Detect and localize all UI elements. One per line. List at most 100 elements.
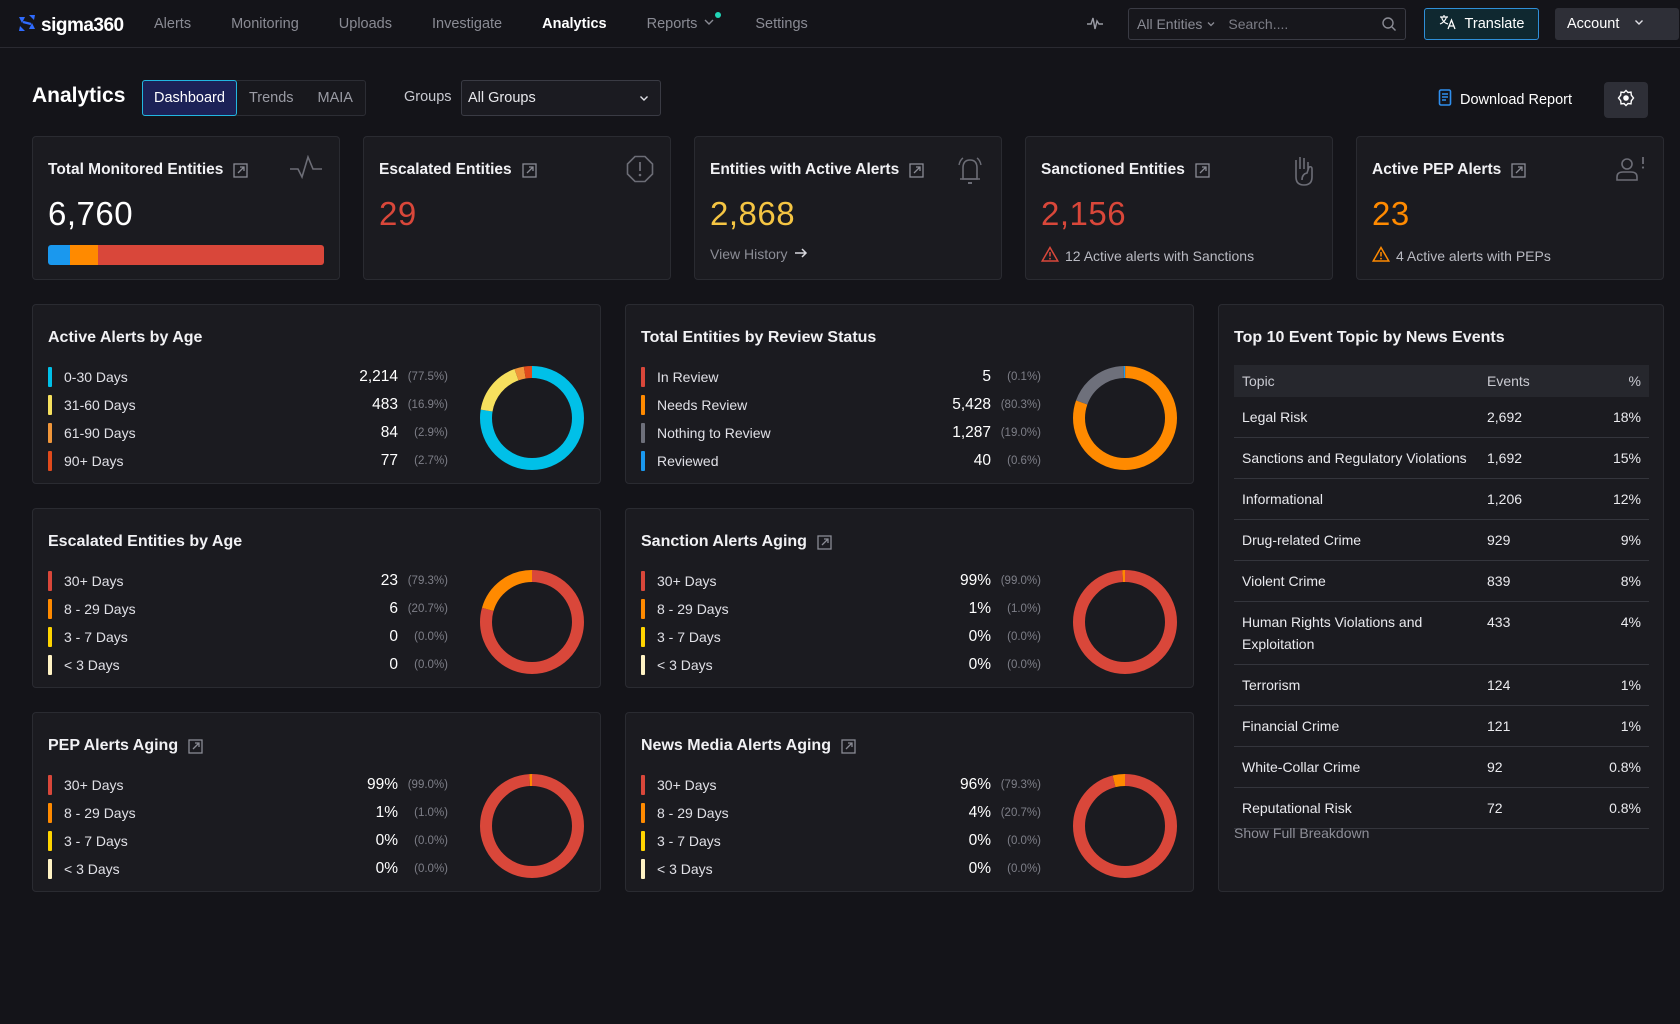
legend-item[interactable]: 3 - 7 Days 0% (0.0%): [641, 827, 1041, 855]
legend-item[interactable]: 0-30 Days 2,214 (77.5%): [48, 363, 448, 391]
legend-item[interactable]: 8 - 29 Days 1% (1.0%): [48, 799, 448, 827]
legend-label: 30+ Days: [64, 777, 124, 793]
legend-label: 30+ Days: [64, 573, 124, 589]
legend-item[interactable]: Needs Review 5,428 (80.3%): [641, 391, 1041, 419]
brand-logo[interactable]: sigma360: [16, 12, 124, 39]
nav-alerts[interactable]: Alerts: [154, 16, 191, 32]
search-input[interactable]: [1228, 16, 1379, 32]
external-link-icon[interactable]: [188, 738, 203, 754]
legend-swatch: [641, 627, 645, 647]
legend-item[interactable]: 61-90 Days 84 (2.9%): [48, 419, 448, 447]
external-link-icon[interactable]: [522, 162, 537, 178]
legend-item[interactable]: 31-60 Days 483 (16.9%): [48, 391, 448, 419]
nav-investigate[interactable]: Investigate: [432, 16, 502, 32]
legend-label: 8 - 29 Days: [64, 601, 136, 617]
legend-item[interactable]: < 3 Days 0% (0.0%): [641, 855, 1041, 883]
external-link-icon[interactable]: [817, 534, 832, 550]
brand-name: sigma360: [41, 14, 124, 36]
events-cell: 124: [1479, 664, 1579, 706]
external-link-icon[interactable]: [1195, 162, 1210, 178]
legend-item[interactable]: 30+ Days 99% (99.0%): [48, 771, 448, 799]
donut-slice[interactable]: [1073, 366, 1177, 470]
table-row[interactable]: Sanctions and Regulatory Violations 1,692…: [1234, 437, 1649, 479]
legend-item[interactable]: In Review 5 (0.1%): [641, 363, 1041, 391]
events-cell: 92: [1479, 746, 1579, 788]
nav-reports[interactable]: Reports: [647, 12, 722, 32]
donut-chart: [480, 774, 584, 878]
donut-slice[interactable]: [1073, 774, 1177, 878]
donut-slice[interactable]: [480, 366, 584, 470]
distribution-segment: [48, 245, 71, 265]
column-header-events[interactable]: Events: [1479, 365, 1579, 397]
table-row[interactable]: White-Collar Crime 92 0.8%: [1234, 746, 1649, 788]
translate-button[interactable]: Translate: [1424, 8, 1539, 40]
legend-item[interactable]: 3 - 7 Days 0 (0.0%): [48, 623, 448, 651]
donut-slice[interactable]: [1073, 570, 1177, 674]
legend-value: 483: [372, 396, 398, 413]
legend-value: 4%: [968, 804, 991, 821]
donut-slice[interactable]: [1073, 366, 1177, 470]
legend-item[interactable]: 8 - 29 Days 6 (20.7%): [48, 595, 448, 623]
table-row[interactable]: Terrorism 124 1%: [1234, 664, 1649, 706]
dashboard-settings-button[interactable]: [1604, 82, 1648, 118]
legend-item[interactable]: 30+ Days 23 (79.3%): [48, 567, 448, 595]
show-full-breakdown-link[interactable]: Show Full Breakdown: [1234, 825, 1370, 841]
table-row[interactable]: Legal Risk 2,692 18%: [1234, 397, 1649, 438]
legend-percent: (0.0%): [1007, 631, 1041, 643]
nav-analytics[interactable]: Analytics: [542, 16, 606, 32]
kpi-value: 6,760: [48, 195, 134, 232]
warning-triangle-icon: [1040, 246, 1060, 265]
legend-item[interactable]: 8 - 29 Days 4% (20.7%): [641, 799, 1041, 827]
donut-slice[interactable]: [1073, 570, 1177, 674]
legend-item[interactable]: Reviewed 40 (0.6%): [641, 447, 1041, 475]
legend-percent: (20.7%): [1000, 807, 1041, 819]
external-link-icon[interactable]: [1511, 162, 1526, 178]
donut-slice[interactable]: [480, 774, 584, 878]
gear-icon: [1617, 89, 1635, 112]
events-cell: 1,206: [1479, 478, 1579, 520]
donut-slice[interactable]: [480, 570, 584, 674]
activity-pulse-icon[interactable]: [1086, 14, 1104, 37]
events-cell: 929: [1479, 519, 1579, 561]
search-scope-dropdown[interactable]: All Entities: [1137, 16, 1216, 32]
legend-item[interactable]: 3 - 7 Days 0% (0.0%): [641, 623, 1041, 651]
table-row[interactable]: Reputational Risk 72 0.8%: [1234, 787, 1649, 829]
kpi-title-row: Active PEP Alerts: [1372, 161, 1526, 179]
legend-item[interactable]: 90+ Days 77 (2.7%): [48, 447, 448, 475]
column-header-percent[interactable]: %: [1579, 365, 1649, 397]
external-link-icon[interactable]: [233, 162, 249, 178]
legend-item[interactable]: Nothing to Review 1,287 (19.0%): [641, 419, 1041, 447]
kpi-title: Total Monitored Entities: [48, 161, 224, 178]
topic-cell: Sanctions and Regulatory Violations: [1234, 437, 1479, 479]
groups-select[interactable]: All Groups: [461, 80, 661, 116]
donut-slice[interactable]: [480, 774, 584, 878]
tab-dashboard[interactable]: Dashboard: [142, 80, 237, 116]
donut-slice[interactable]: [1073, 774, 1177, 878]
legend-item[interactable]: 30+ Days 96% (79.3%): [641, 771, 1041, 799]
tab-maia[interactable]: MAIA: [317, 90, 353, 106]
table-row[interactable]: Financial Crime 121 1%: [1234, 705, 1649, 747]
legend-item[interactable]: 30+ Days 99% (99.0%): [641, 567, 1041, 595]
table-row[interactable]: Informational 1,206 12%: [1234, 478, 1649, 520]
nav-monitoring[interactable]: Monitoring: [231, 16, 299, 32]
account-menu-button[interactable]: Account: [1555, 8, 1679, 40]
table-row[interactable]: Violent Crime 839 8%: [1234, 560, 1649, 602]
search-icon[interactable]: [1381, 16, 1397, 37]
legend-value: 84: [380, 424, 398, 441]
column-header-topic[interactable]: Topic: [1234, 365, 1479, 397]
legend-item[interactable]: < 3 Days 0% (0.0%): [641, 651, 1041, 679]
table-row[interactable]: Drug-related Crime 929 9%: [1234, 519, 1649, 561]
tab-trends[interactable]: Trends: [248, 90, 294, 106]
table-row[interactable]: Human Rights Violations and Exploitation…: [1234, 601, 1649, 665]
nav-uploads[interactable]: Uploads: [339, 16, 392, 32]
nav-settings[interactable]: Settings: [755, 16, 807, 32]
view-history-link[interactable]: View History: [710, 246, 808, 262]
legend-item[interactable]: < 3 Days 0% (0.0%): [48, 855, 448, 883]
external-link-icon[interactable]: [909, 162, 924, 178]
legend-item[interactable]: 8 - 29 Days 1% (1.0%): [641, 595, 1041, 623]
legend-item[interactable]: < 3 Days 0 (0.0%): [48, 651, 448, 679]
external-link-icon[interactable]: [841, 738, 856, 754]
legend-swatch: [48, 655, 52, 675]
legend-item[interactable]: 3 - 7 Days 0% (0.0%): [48, 827, 448, 855]
download-report-button[interactable]: Download Report: [1438, 89, 1572, 110]
